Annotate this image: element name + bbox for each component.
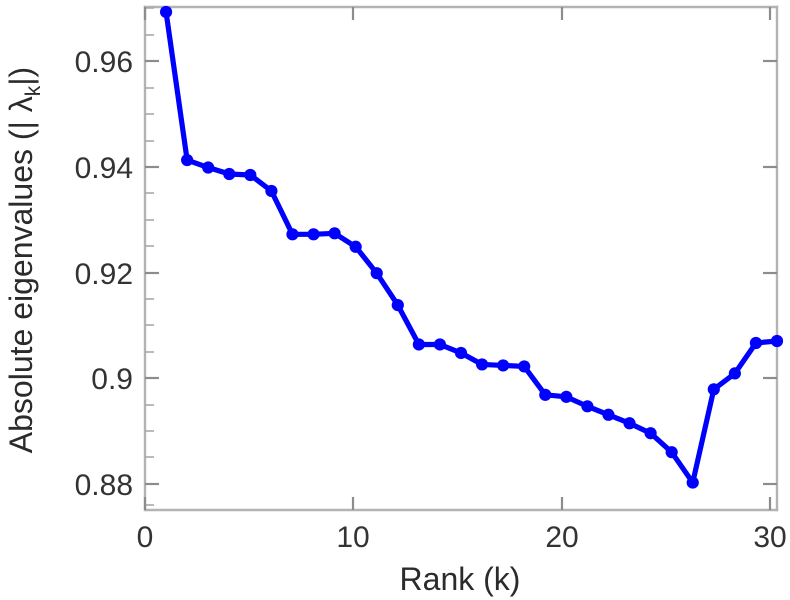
data-point [223, 167, 236, 181]
data-point [202, 161, 215, 174]
data-point [265, 184, 278, 198]
data-point [349, 240, 362, 253]
data-point [307, 228, 320, 241]
y-tick-labels: 0.96 0.94 0.92 0.9 0.88 [75, 46, 133, 502]
data-point [159, 5, 173, 19]
data-point [644, 427, 657, 440]
data-point [665, 446, 678, 459]
data-point [560, 390, 573, 403]
y-axis-title-subscript: k [22, 85, 45, 96]
data-point [770, 334, 784, 348]
y-axis-title-tail: |) [3, 67, 39, 86]
data-point [412, 338, 425, 351]
y-tick-label-3: 0.9 [91, 363, 133, 396]
y-tick-label-1: 0.94 [75, 152, 133, 185]
y-tick-label-4: 0.88 [75, 469, 133, 502]
y-axis-title-group: Absolute eigenvalues (| λk|) [3, 67, 45, 453]
data-point [433, 338, 447, 351]
data-point [370, 267, 383, 280]
x-tick-labels: 0 10 20 30 [137, 521, 787, 554]
data-point [728, 367, 741, 380]
y-tick-label-0: 0.96 [75, 46, 133, 79]
axis-box-path [143, 5, 779, 512]
x-tick-label-3: 30 [753, 521, 786, 554]
data-point [602, 408, 615, 421]
data-point [686, 476, 699, 489]
data-point [518, 360, 531, 373]
data-point [581, 400, 594, 413]
y-axis-minor-ticks [145, 7, 154, 506]
data-point [707, 383, 720, 396]
data-line-0 [163, 9, 780, 486]
x-axis-title: Rank (k) [400, 561, 521, 597]
y-tick-label-2: 0.92 [75, 258, 133, 291]
data-point [328, 227, 341, 240]
data-point [475, 358, 489, 371]
x-tick-label-2: 20 [545, 521, 578, 554]
data-point [286, 228, 299, 241]
data-point [454, 346, 468, 360]
data-point [539, 388, 552, 401]
y-axis-major-ticks [145, 59, 777, 486]
data-point [749, 336, 763, 350]
x-axis-ticks [143, 7, 772, 510]
y-axis-title-main: Absolute eigenvalues (| λ [3, 96, 39, 453]
axes-frame [143, 5, 779, 512]
data-series-layer [159, 5, 784, 489]
data-point [244, 168, 257, 182]
data-point [623, 417, 636, 430]
data-point [497, 359, 510, 372]
y-axis-title: Absolute eigenvalues (| λk|) [3, 67, 45, 453]
x-tick-label-0: 0 [137, 521, 154, 554]
x-tick-label-1: 10 [336, 521, 369, 554]
data-point [391, 299, 404, 312]
data-point [181, 153, 194, 167]
